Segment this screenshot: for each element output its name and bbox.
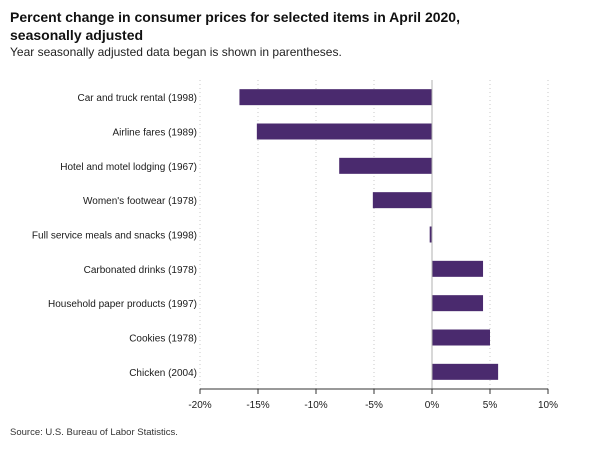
bar: [432, 329, 490, 346]
category-label: Full service meals and snacks (1998): [32, 231, 197, 242]
bar: [432, 260, 484, 277]
category-label: Car and truck rental (1998): [77, 93, 197, 104]
bar: [239, 89, 432, 106]
category-label: Cookies (1978): [129, 334, 197, 345]
chart-subtitle: Year seasonally adjusted data began is s…: [10, 45, 342, 59]
x-tick-label: -15%: [246, 400, 269, 411]
x-tick-label: 5%: [483, 400, 498, 411]
x-tick-label: -20%: [188, 400, 211, 411]
bar: [339, 157, 432, 174]
x-tick-label: 10%: [538, 400, 558, 411]
chart-title: Percent change in consumer prices for se…: [10, 9, 460, 43]
category-label: Women's footwear (1978): [83, 196, 197, 207]
bar: [432, 295, 484, 312]
bar: [256, 123, 432, 140]
source-note: Source: U.S. Bureau of Labor Statistics.: [10, 427, 178, 438]
bar: [432, 363, 499, 380]
bar: [372, 192, 432, 209]
category-label: Household paper products (1997): [48, 299, 197, 310]
bar: [429, 226, 432, 243]
x-tick-label: -10%: [304, 400, 327, 411]
x-tick-label: -5%: [365, 400, 383, 411]
category-label: Chicken (2004): [129, 368, 197, 379]
category-label: Airline fares (1989): [113, 128, 197, 139]
category-label: Carbonated drinks (1978): [84, 265, 197, 276]
category-label: Hotel and motel lodging (1967): [60, 162, 197, 173]
x-tick-label: 0%: [425, 400, 440, 411]
